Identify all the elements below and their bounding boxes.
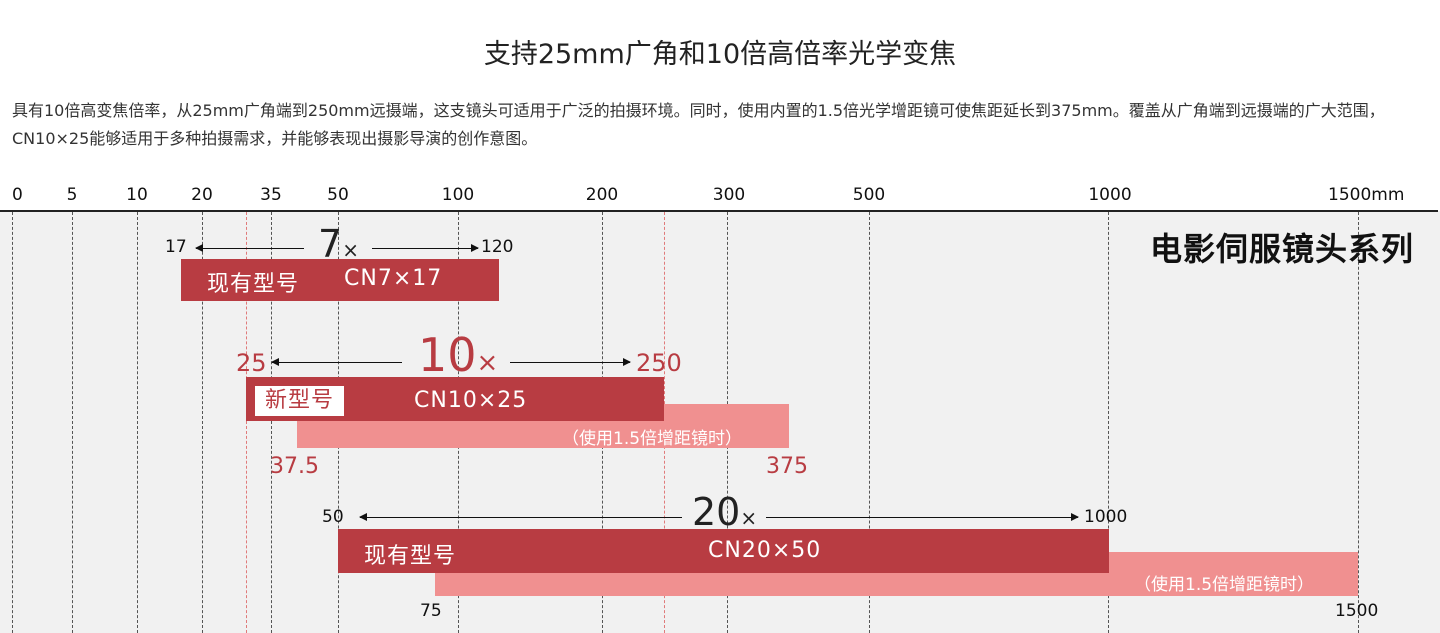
lens1-range-bar (181, 259, 499, 301)
lens2-right-arrow (510, 358, 631, 366)
lens3-extender-note: （使用1.5倍增距镜时） (1134, 575, 1315, 595)
gridline (1108, 212, 1109, 633)
x-tick-label: 100 (441, 185, 475, 205)
lens3-zoom-x: × (740, 506, 758, 530)
lens1-right-arrow (372, 244, 479, 252)
x-tick-label: 35 (260, 185, 282, 205)
lens2-wide-value: 25 (236, 349, 267, 377)
x-tick-label: 20 (191, 185, 213, 205)
gridline (202, 212, 203, 633)
x-tick-label: 1500mm (1328, 185, 1405, 205)
lens1-zoom-number: 7 (318, 222, 343, 266)
x-tick-label: 200 (585, 185, 619, 205)
lens3-range-bar (338, 529, 1109, 573)
series-title: 电影伺服镜头系列 (1149, 230, 1414, 268)
lens1-zoom-x: × (342, 238, 359, 262)
lens2-extender-tele-value: 375 (766, 454, 808, 479)
lens3-right-arrow (766, 513, 1079, 521)
lens2-extender-note: （使用1.5倍增距镜时） (562, 429, 743, 449)
x-tick-label: 300 (712, 185, 746, 205)
lens2-zoom-ratio: 10× (418, 328, 498, 382)
gridline-new-wide (246, 212, 247, 633)
x-axis-line (0, 210, 1438, 212)
lens1-zoom-ratio: 7× (318, 222, 359, 266)
lens2-zoom-number: 10 (418, 328, 477, 382)
x-tick-label: 50 (327, 185, 349, 205)
lens1-left-arrow (195, 244, 304, 252)
lens3-model: CN20×50 (708, 538, 822, 563)
x-tick-label: 1000 (1088, 185, 1132, 205)
x-tick-label: 0 (12, 185, 23, 205)
x-tick-label: 5 (66, 185, 78, 205)
lens3-zoom-number: 20 (692, 490, 741, 534)
lens2-zoom-x: × (476, 348, 499, 378)
gridline (271, 212, 272, 633)
gridline (137, 212, 138, 633)
lens1-model: CN7×17 (344, 266, 443, 291)
gridline (1358, 212, 1359, 633)
lens3-tele-value: 1000 (1084, 507, 1128, 527)
lens1-tag: 现有型号 (207, 272, 300, 297)
lens3-tag: 现有型号 (364, 544, 457, 569)
x-tick-label: 500 (852, 185, 886, 205)
lens1-tele-value: 120 (481, 237, 514, 257)
lens3-left-arrow (359, 513, 682, 521)
lens2-new-tag: 新型号 (255, 386, 345, 416)
lens3-zoom-ratio: 20× (692, 490, 757, 534)
lens3-wide-value: 50 (322, 507, 344, 527)
gridline (869, 212, 870, 633)
lens2-tele-value: 250 (636, 349, 682, 377)
gridline (12, 212, 13, 633)
lens1-wide-value: 17 (165, 237, 187, 257)
x-tick-label: 10 (126, 185, 148, 205)
lens3-extender-tele-value: 1500 (1335, 601, 1379, 621)
description-paragraph: 具有10倍高变焦倍率，从25mm广角端到250mm远摄端，这支镜头可适用于广泛的… (12, 101, 1385, 148)
lens2-extender-wide-value: 37.5 (270, 454, 319, 479)
lens3-extender-wide-value: 75 (420, 601, 442, 621)
lens2-left-arrow (271, 358, 402, 366)
page-title: 支持25mm广角和10倍高倍率光学变焦 (483, 39, 957, 70)
lens2-model: CN10×25 (414, 388, 528, 413)
gridline (72, 212, 73, 633)
